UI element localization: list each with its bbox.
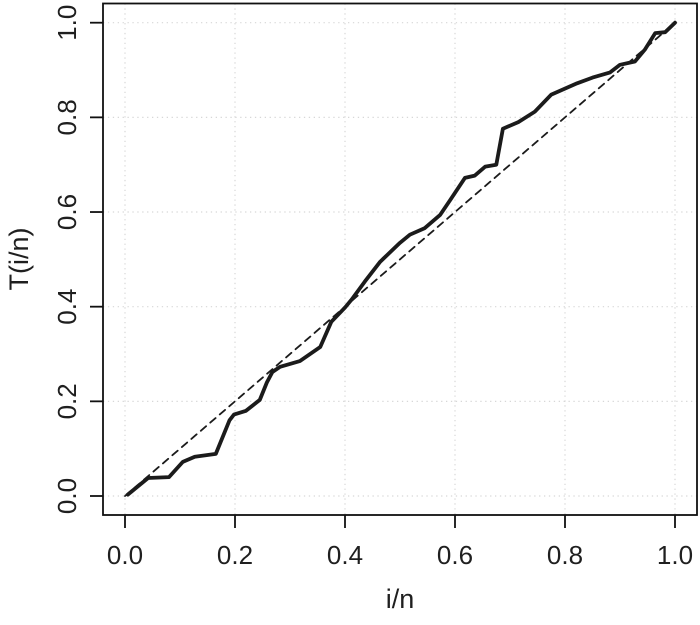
x-tick-label: 0.8 — [547, 540, 583, 570]
y-tick-label: 1.0 — [52, 5, 82, 41]
x-axis-title: i/n — [386, 584, 415, 614]
y-tick-label: 0.8 — [52, 99, 82, 135]
y-tick-label: 0.4 — [52, 289, 82, 325]
x-tick-label: 0.4 — [327, 540, 363, 570]
diagonal-reference-line — [124, 21, 676, 497]
x-tick-label: 0.0 — [107, 540, 143, 570]
y-tick-label: 0.0 — [52, 478, 82, 514]
y-tick-label: 0.2 — [52, 383, 82, 419]
y-axis-title: T(i/n) — [4, 228, 34, 291]
x-tick-label: 0.6 — [437, 540, 473, 570]
tick-label-layer: 0.0 0.2 0.4 0.6 0.8 1.0 0.0 0.2 0.4 0.6 0.8 1.0 — [52, 5, 693, 570]
ttt-transform-curve — [125, 20, 677, 497]
plot-border — [102, 2, 698, 516]
grid-layer — [103, 3, 697, 515]
y-tick-label: 0.6 — [52, 194, 82, 230]
x-tick-label: 1.0 — [657, 540, 693, 570]
x-tick-label: 0.2 — [217, 540, 253, 570]
series-layer — [124, 20, 677, 497]
tick-layer — [90, 21, 676, 528]
